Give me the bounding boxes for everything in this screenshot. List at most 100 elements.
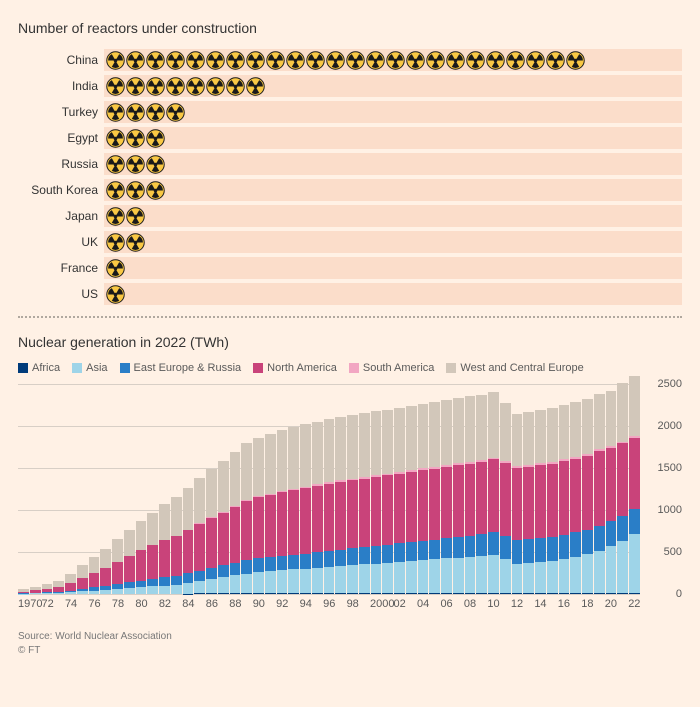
bar-segment: [418, 404, 429, 469]
bar-segment: [159, 577, 170, 585]
bar-segment: [418, 593, 429, 594]
bar-segment: [559, 461, 570, 535]
bar-segment: [594, 551, 605, 593]
bar-segment: [582, 530, 593, 555]
bar-segment: [206, 593, 217, 594]
bar-segment: [441, 558, 452, 592]
chart-plot-area: [18, 384, 640, 594]
bar-segment: [547, 593, 558, 594]
legend-item: South America: [349, 362, 435, 374]
bar-segment: [30, 593, 41, 594]
y-axis: 05001000150020002500: [640, 384, 682, 594]
x-tick-label: [616, 598, 628, 610]
bar-column: [230, 452, 241, 594]
bar-column: [288, 427, 299, 594]
bar-segment: [617, 593, 628, 594]
bar-segment: [324, 551, 335, 567]
bar-segment: [312, 552, 323, 568]
radiation-icon: [406, 51, 425, 70]
bar-segment: [335, 417, 346, 480]
radiation-icon: [146, 51, 165, 70]
bar-segment: [335, 550, 346, 566]
bar-segment: [218, 565, 229, 577]
radiation-icon: [506, 51, 525, 70]
bar-segment: [453, 465, 464, 537]
bar-segment: [253, 438, 264, 496]
bar-segment: [453, 593, 464, 594]
bar-segment: [136, 521, 147, 550]
x-tick-label: 92: [276, 598, 288, 610]
bar-segment: [300, 593, 311, 594]
bar-segment: [406, 542, 417, 561]
bar-column: [547, 408, 558, 594]
radiation-icon: [366, 51, 385, 70]
bar-segment: [324, 484, 335, 551]
bar-segment: [559, 593, 570, 594]
bar-segment: [136, 587, 147, 594]
bar-segment: [77, 591, 88, 594]
x-tick-label: [124, 598, 136, 610]
radiation-icon: [126, 207, 145, 226]
x-tick-label: 74: [65, 598, 77, 610]
bar-segment: [429, 593, 440, 594]
x-tick-label: [30, 598, 42, 610]
x-tick-label: 88: [229, 598, 241, 610]
reactor-bar: [104, 127, 682, 149]
bar-segment: [582, 593, 593, 594]
radiation-icon: [446, 51, 465, 70]
bar-segment: [265, 557, 276, 571]
bar-segment: [171, 497, 182, 536]
bar-segment: [194, 478, 205, 523]
bar-segment: [89, 573, 100, 587]
reactor-row: Japan: [18, 204, 682, 228]
reactor-country-label: Russia: [18, 157, 104, 171]
x-tick-label: 82: [159, 598, 171, 610]
x-tick-label: 76: [88, 598, 100, 610]
bar-segment: [453, 398, 464, 463]
y-tick-label: 2000: [654, 420, 682, 432]
bar-segment: [594, 451, 605, 526]
bar-segment: [629, 376, 640, 436]
bar-column: [559, 405, 570, 594]
bar-segment: [500, 403, 511, 462]
x-tick-label: 96: [323, 598, 335, 610]
bar-segment: [547, 408, 558, 462]
legend-label: South America: [363, 362, 435, 374]
bar-column: [253, 438, 264, 594]
radiation-icon: [106, 155, 125, 174]
bar-segment: [147, 513, 158, 546]
reactor-row: South Korea: [18, 178, 682, 202]
bar-segment: [441, 538, 452, 558]
radiation-icon: [106, 51, 125, 70]
bar-segment: [347, 415, 358, 478]
bar-segment: [535, 562, 546, 593]
bar-segment: [512, 593, 523, 594]
bar-segment: [312, 568, 323, 593]
reactor-bar: [104, 49, 682, 71]
reactor-country-label: China: [18, 53, 104, 67]
radiation-icon: [126, 233, 145, 252]
bar-segment: [347, 565, 358, 593]
bar-segment: [418, 470, 429, 541]
bar-segment: [253, 572, 264, 593]
bar-segment: [617, 383, 628, 442]
bar-segment: [535, 593, 546, 594]
bar-segment: [241, 560, 252, 573]
radiation-icon: [166, 103, 185, 122]
bar-segment: [241, 574, 252, 593]
reactor-bar: [104, 153, 682, 175]
bar-segment: [100, 590, 111, 594]
legend-swatch: [120, 363, 130, 373]
bar-segment: [112, 562, 123, 584]
bar-segment: [136, 581, 147, 588]
x-tick-label: 18: [581, 598, 593, 610]
bar-segment: [512, 468, 523, 540]
x-tick-label: [546, 598, 558, 610]
bar-segment: [371, 477, 382, 546]
bar-segment: [241, 443, 252, 500]
bar-segment: [441, 467, 452, 538]
bar-segment: [465, 593, 476, 594]
radiation-icon: [126, 103, 145, 122]
bar-segment: [324, 419, 335, 482]
bar-segment: [570, 402, 581, 457]
